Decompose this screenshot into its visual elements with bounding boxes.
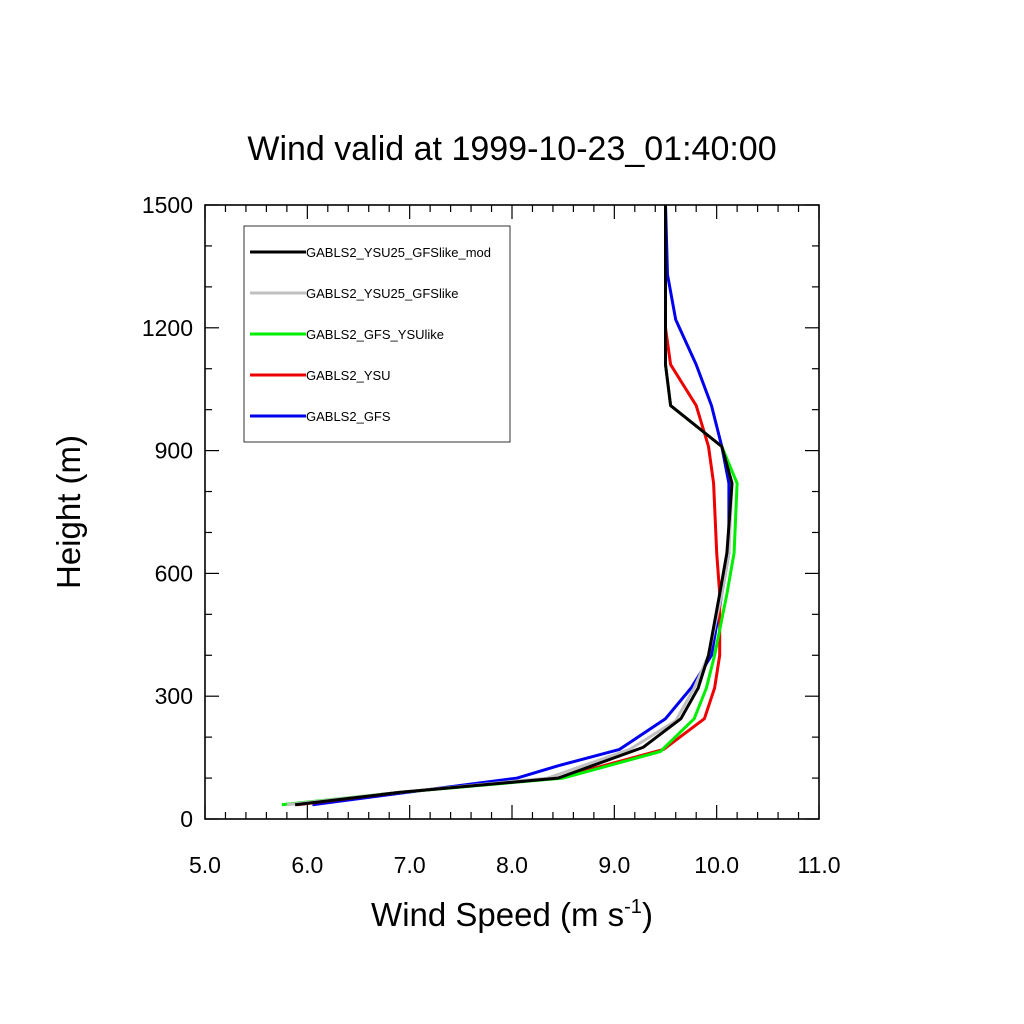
series-lines bbox=[281, 204, 739, 807]
y-tick-label: 0 bbox=[180, 806, 193, 832]
x-tick-label: 7.0 bbox=[394, 852, 426, 878]
legend-label: GABLS2_YSU bbox=[306, 368, 391, 383]
y-tick-label: 300 bbox=[155, 683, 193, 709]
y-tick-label: 600 bbox=[155, 560, 193, 586]
y-axis-label: Height (m) bbox=[50, 435, 87, 589]
legend: GABLS2_YSU25_GFSlike_mod GABLS2_YSU25_GFS… bbox=[243, 225, 511, 443]
axis-ticks bbox=[204, 204, 820, 820]
x-tick-label: 9.0 bbox=[598, 852, 630, 878]
x-axis-label-exponent: -1 bbox=[624, 896, 642, 918]
y-tick-label: 1200 bbox=[142, 315, 193, 341]
legend-label: GABLS2_GFS bbox=[306, 409, 391, 424]
series-line bbox=[294, 205, 734, 807]
legend-label: GABLS2_YSU25_GFSlike_mod bbox=[306, 245, 491, 260]
x-tick-label: 8.0 bbox=[496, 852, 528, 878]
legend-label: GABLS2_YSU25_GFSlike bbox=[306, 286, 458, 301]
tick-labels: 5.0 6.0 7.0 8.0 9.0 10.0 11.0 0 300 600 900 1200 150… bbox=[142, 192, 841, 878]
legend-label: GABLS2_GFS_YSUlike bbox=[306, 327, 444, 342]
x-tick-label: 10.0 bbox=[694, 852, 739, 878]
x-axis-label: Wind Speed (m s-1) bbox=[371, 896, 653, 933]
x-tick-label: 6.0 bbox=[291, 852, 323, 878]
x-tick-label: 11.0 bbox=[797, 852, 840, 878]
y-tick-label: 900 bbox=[155, 438, 193, 464]
x-tick-label: 5.0 bbox=[189, 852, 221, 878]
chart-title: Wind valid at 1999-10-23_01:40:00 bbox=[247, 130, 776, 168]
plot-frame bbox=[204, 204, 820, 820]
y-tick-label: 1500 bbox=[142, 192, 193, 218]
